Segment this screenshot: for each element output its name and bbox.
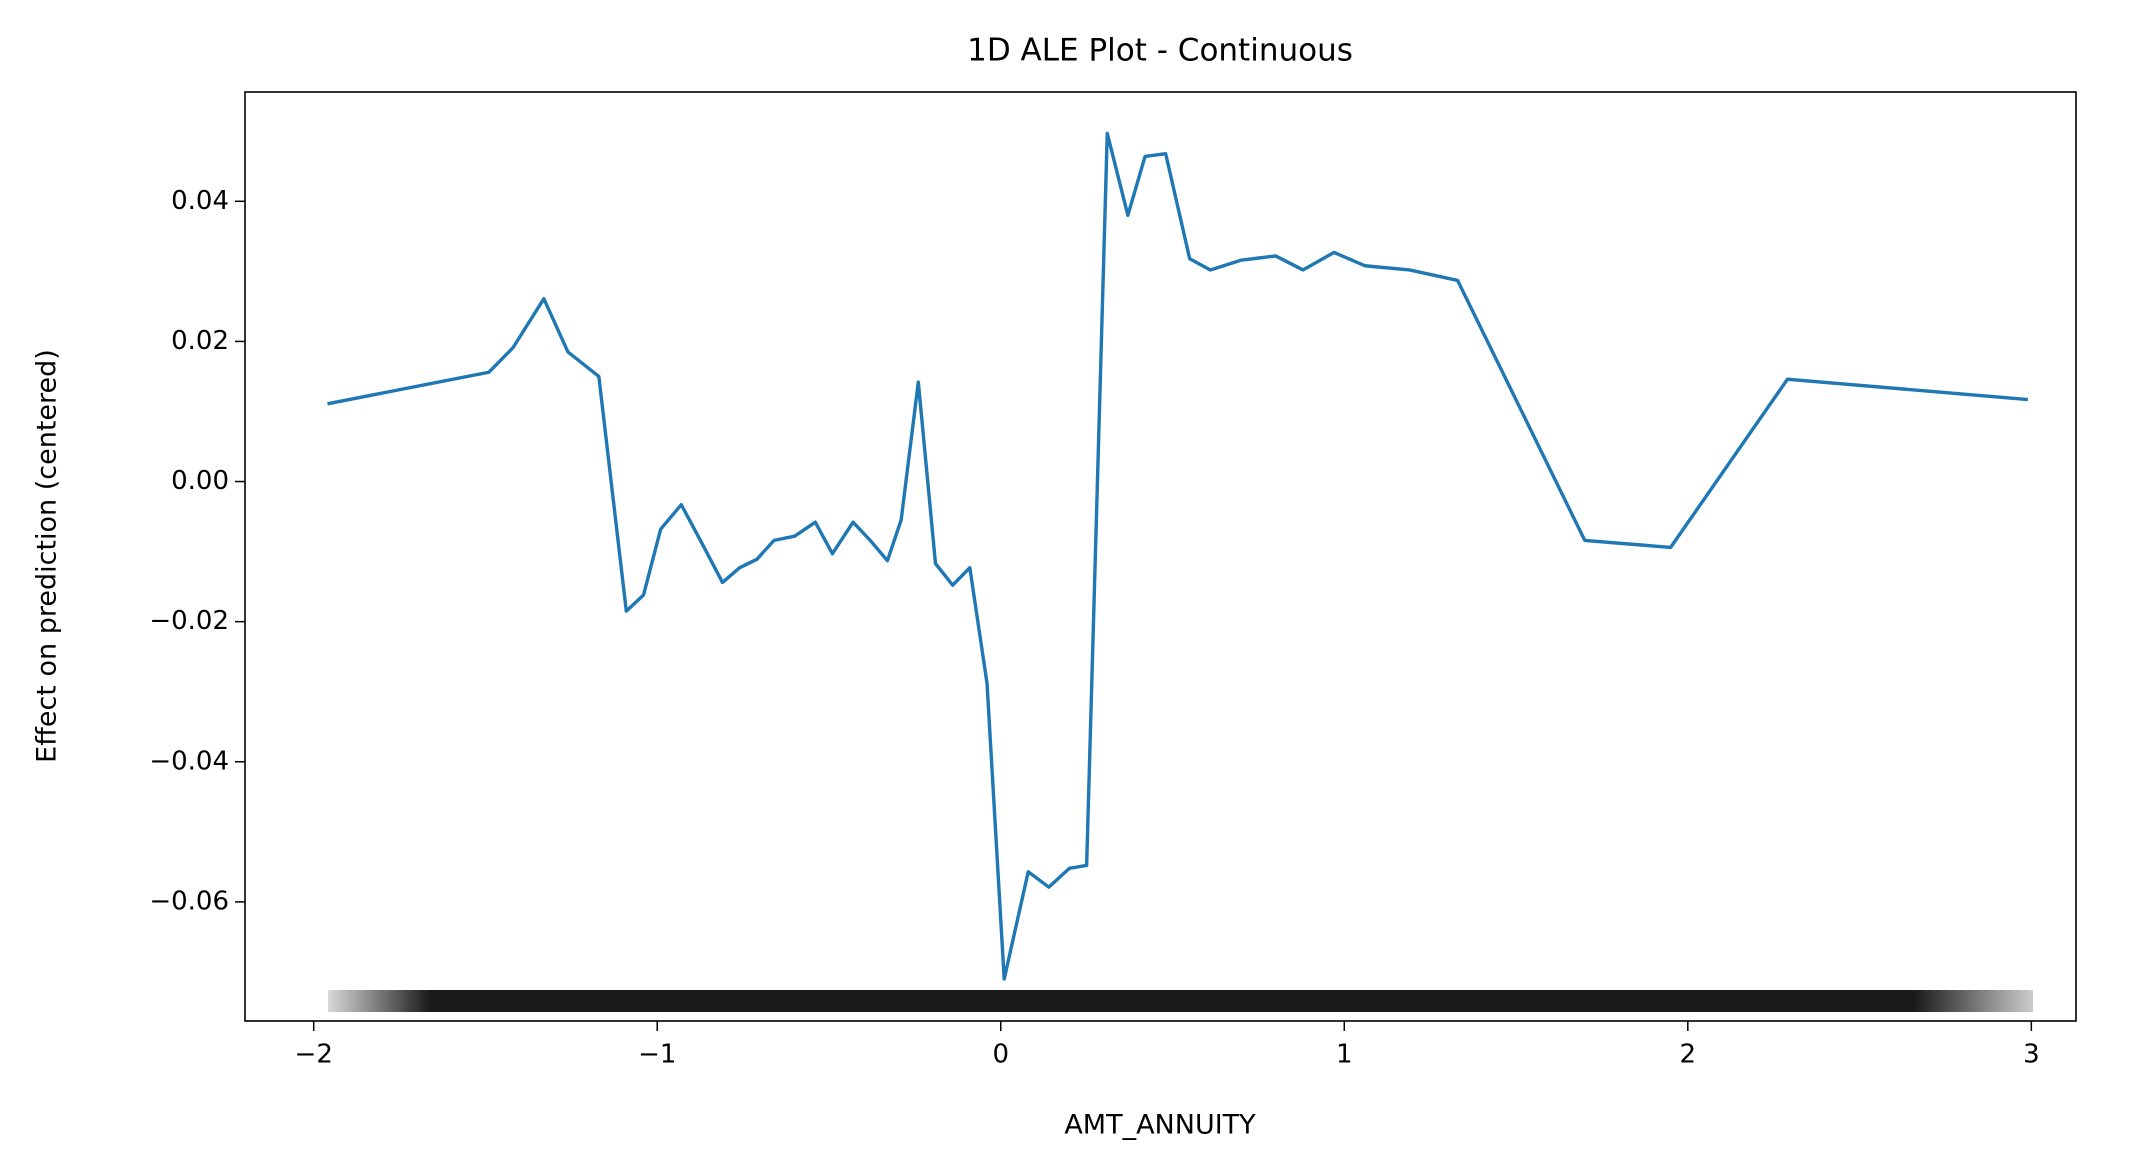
- x-tick-label: 2: [1680, 1040, 1697, 1070]
- y-axis-label: Effect on prediction (centered): [32, 349, 63, 763]
- y-tick-label: −0.04: [149, 746, 229, 776]
- x-axis-label: AMT_ANNUITY: [1064, 1110, 1256, 1141]
- y-tick-label: 0.04: [171, 186, 229, 216]
- x-tick-label: 0: [992, 1040, 1009, 1070]
- x-tick-label: 1: [1336, 1040, 1353, 1070]
- y-tick-label: 0.00: [171, 466, 229, 496]
- rug: [328, 990, 2033, 1012]
- x-tick-label: 3: [2023, 1040, 2040, 1070]
- y-tick-label: 0.02: [171, 326, 229, 356]
- plot-frame: [244, 91, 2077, 1022]
- x-tick-label: −1: [638, 1040, 676, 1070]
- y-tick-label: −0.06: [149, 886, 229, 916]
- chart-title: 1D ALE Plot - Continuous: [967, 33, 1353, 69]
- line-series: [327, 131, 2029, 981]
- x-tick-label: −2: [295, 1040, 333, 1070]
- y-tick-label: −0.02: [149, 606, 229, 636]
